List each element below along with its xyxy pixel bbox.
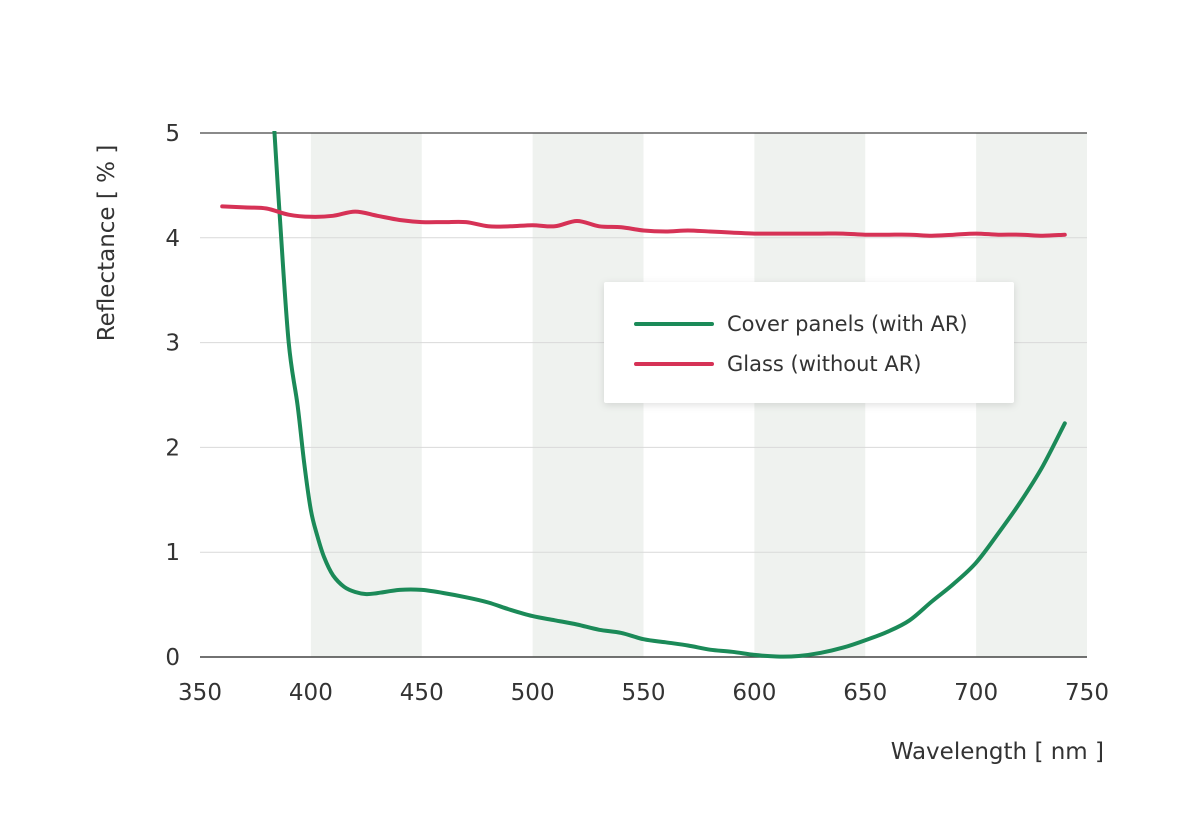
x-axis-title: Wavelength [ nm ] [891,739,1104,765]
x-tick-label: 600 [732,680,776,706]
series-lines [220,131,1067,659]
legend-label-glass: Glass (without AR) [727,352,922,376]
y-tick-labels: 0 1 2 3 4 5 [165,121,180,671]
x-tick-label: 350 [178,680,222,706]
legend-label-cover-panels: Cover panels (with AR) [727,312,968,336]
y-tick-label: 3 [165,331,180,357]
y-tick-label: 2 [165,435,180,461]
x-tick-label: 450 [400,680,444,706]
y-tick-label: 1 [165,540,180,566]
x-tick-label: 650 [843,680,887,706]
series-line-glass [220,204,1067,238]
x-tick-label: 750 [1065,680,1109,706]
x-tick-labels: 350 400 450 500 550 600 650 700 750 [178,680,1109,706]
x-tick-label: 700 [954,680,998,706]
x-tick-label: 550 [622,680,666,706]
y-tick-label: 4 [165,226,180,252]
x-tick-label: 500 [511,680,555,706]
series-line-cover-panels [272,131,1067,659]
legend-box [604,282,1014,403]
x-tick-label: 400 [289,680,333,706]
y-axis-title: Reflectance [ % ] [94,145,120,342]
y-tick-label: 0 [165,645,180,671]
y-tick-label: 5 [165,121,180,147]
legend: Cover panels (with AR) Glass (without AR… [604,282,1014,403]
